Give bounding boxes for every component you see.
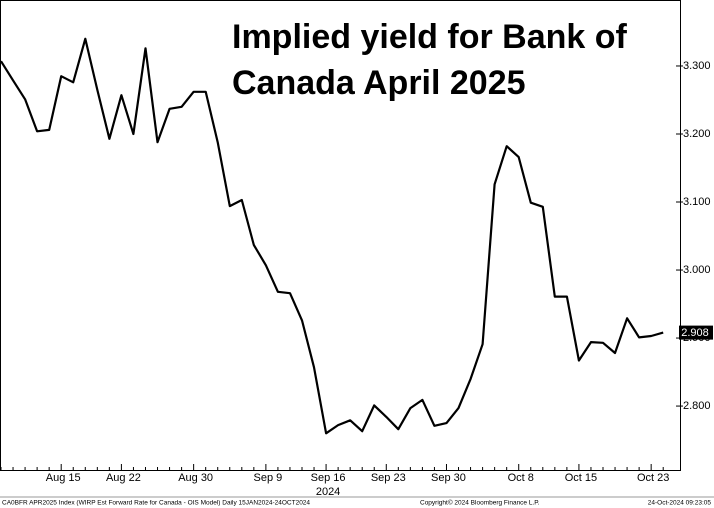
x-tick-label: Sep 23 [371,472,406,484]
x-tick-label: Sep 16 [311,472,346,484]
footer-copyright: Copyright© 2024 Bloomberg Finance L.P. [420,499,540,507]
y-tick-label: 3.300 [683,60,711,72]
x-tick-label: Aug 15 [46,472,81,484]
y-tick-label: 2.800 [683,400,711,412]
y-tick-label: 3.100 [683,196,711,208]
x-tick-label: Oct 23 [637,472,669,484]
x-tick-label: Aug 30 [178,472,213,484]
x-tick-label: Oct 15 [565,472,597,484]
footer-source: CA0BFR APR2025 Index (WIRP Est Forward R… [2,500,310,507]
last-value-label: 2.908 [681,327,709,339]
x-year-label: 2024 [316,486,340,498]
y-tick-label: 3.000 [683,264,711,276]
x-tick-label: Sep 30 [431,472,466,484]
footer-timestamp: 24-Oct-2024 09:23:05 [648,500,712,507]
plot-frame [0,0,681,471]
x-tick-label: Oct 8 [508,472,534,484]
chart-title: Implied yield for Bank of Canada April 2… [232,18,627,102]
line [0,37,664,435]
x-tick-label: Aug 22 [106,472,141,484]
y-tick-label: 3.200 [683,128,711,140]
last-value-box [679,325,713,340]
x-tick-label: Sep 9 [254,472,283,484]
